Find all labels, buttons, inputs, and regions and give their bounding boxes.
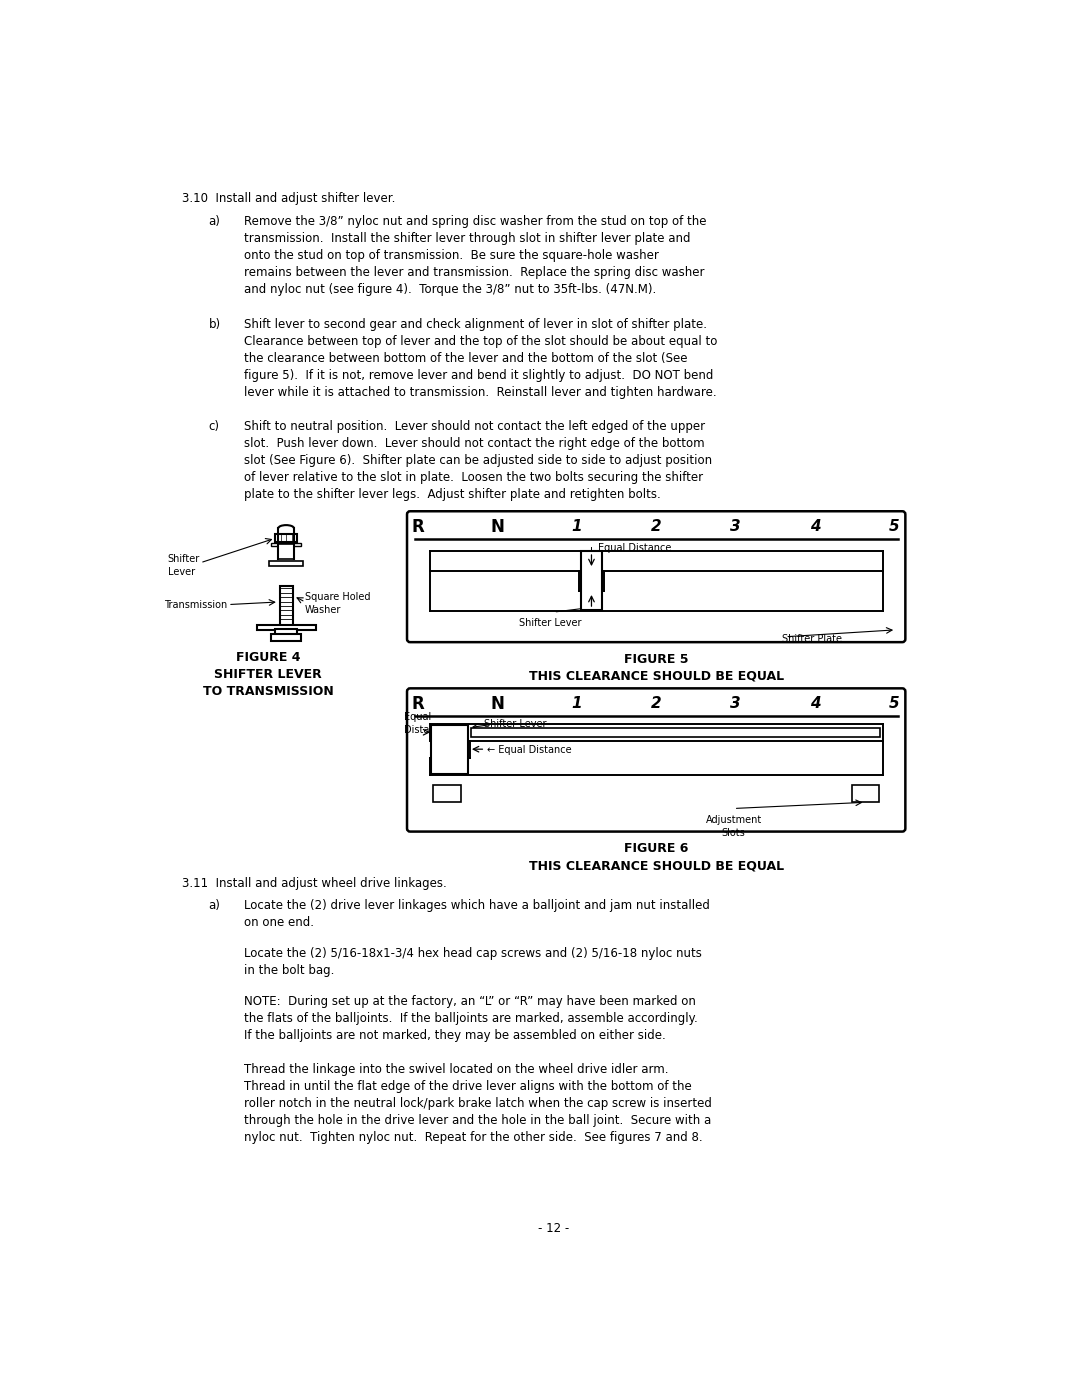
Text: Thread the linkage into the swivel located on the wheel drive idler arm.
Thread : Thread the linkage into the swivel locat… bbox=[243, 1063, 712, 1144]
Text: R: R bbox=[411, 694, 424, 712]
Text: 5: 5 bbox=[889, 696, 900, 711]
Text: Shifter Lever: Shifter Lever bbox=[484, 719, 546, 729]
Text: Transmission: Transmission bbox=[164, 599, 228, 610]
Text: c): c) bbox=[208, 420, 219, 433]
Bar bbox=[279, 543, 294, 559]
Text: TO TRANSMISSION: TO TRANSMISSION bbox=[203, 685, 334, 697]
Text: a): a) bbox=[208, 898, 220, 912]
Text: THIS CLEARANCE SHOULD BE EQUAL: THIS CLEARANCE SHOULD BE EQUAL bbox=[528, 671, 784, 683]
Text: Shifter Lever: Shifter Lever bbox=[518, 619, 581, 629]
Bar bbox=[271, 634, 301, 641]
Bar bbox=[271, 543, 301, 546]
Bar bbox=[852, 785, 879, 802]
Bar bbox=[275, 534, 297, 542]
Text: ← Equal Distance: ← Equal Distance bbox=[487, 746, 571, 756]
Text: Equal Distance: Equal Distance bbox=[597, 543, 671, 553]
Text: NOTE:  During set up at the factory, an “L” or “R” may have been marked on
the f: NOTE: During set up at the factory, an “… bbox=[243, 995, 698, 1042]
Text: THIS CLEARANCE SHOULD BE EQUAL: THIS CLEARANCE SHOULD BE EQUAL bbox=[528, 859, 784, 872]
Text: R: R bbox=[411, 518, 424, 535]
Bar bbox=[431, 725, 469, 774]
Text: Square Holed
Washer: Square Holed Washer bbox=[305, 592, 370, 615]
Text: SHIFTER LEVER: SHIFTER LEVER bbox=[215, 668, 322, 680]
Text: 4: 4 bbox=[810, 520, 821, 534]
Bar bbox=[471, 728, 880, 736]
Text: 3.10  Install and adjust shifter lever.: 3.10 Install and adjust shifter lever. bbox=[181, 193, 395, 205]
Text: FIGURE 6: FIGURE 6 bbox=[624, 842, 688, 855]
Text: Remove the 3/8” nyloc nut and spring disc washer from the stud on top of the
tra: Remove the 3/8” nyloc nut and spring dis… bbox=[243, 215, 706, 296]
Bar bbox=[275, 629, 297, 636]
Text: Equal
Distance: Equal Distance bbox=[404, 712, 447, 735]
Text: 1: 1 bbox=[571, 520, 582, 534]
Text: FIGURE 5: FIGURE 5 bbox=[624, 652, 688, 666]
Text: 2: 2 bbox=[651, 520, 661, 534]
Text: Locate the (2) 5/16-18x1-3/4 hex head cap screws and (2) 5/16-18 nyloc nuts
in t: Locate the (2) 5/16-18x1-3/4 hex head ca… bbox=[243, 947, 701, 977]
Bar bbox=[581, 552, 603, 610]
Text: Adjustment
Slots: Adjustment Slots bbox=[705, 814, 761, 838]
Text: Locate the (2) drive lever linkages which have a balljoint and jam nut installed: Locate the (2) drive lever linkages whic… bbox=[243, 898, 710, 929]
Text: 3: 3 bbox=[730, 520, 741, 534]
Text: FIGURE 4: FIGURE 4 bbox=[237, 651, 300, 664]
Text: 1: 1 bbox=[571, 696, 582, 711]
Text: 2: 2 bbox=[651, 696, 661, 711]
FancyBboxPatch shape bbox=[407, 689, 905, 831]
Text: Shift lever to second gear and check alignment of lever in slot of shifter plate: Shift lever to second gear and check ali… bbox=[243, 317, 717, 398]
Text: N: N bbox=[490, 518, 504, 535]
Text: N: N bbox=[490, 694, 504, 712]
Text: 3.11  Install and adjust wheel drive linkages.: 3.11 Install and adjust wheel drive link… bbox=[181, 877, 446, 890]
Text: Shifter
Lever: Shifter Lever bbox=[167, 553, 200, 577]
Text: - 12 -: - 12 - bbox=[538, 1222, 569, 1235]
Bar bbox=[280, 585, 293, 626]
Bar bbox=[433, 785, 460, 802]
Text: a): a) bbox=[208, 215, 220, 228]
Bar bbox=[269, 562, 303, 566]
Text: 3: 3 bbox=[730, 696, 741, 711]
Text: Shift to neutral position.  Lever should not contact the left edged of the upper: Shift to neutral position. Lever should … bbox=[243, 420, 712, 500]
Text: Shifter Plate: Shifter Plate bbox=[782, 634, 842, 644]
Text: b): b) bbox=[208, 317, 220, 331]
Bar bbox=[257, 626, 315, 630]
Text: 4: 4 bbox=[810, 696, 821, 711]
FancyBboxPatch shape bbox=[407, 511, 905, 643]
Text: 5: 5 bbox=[889, 520, 900, 534]
